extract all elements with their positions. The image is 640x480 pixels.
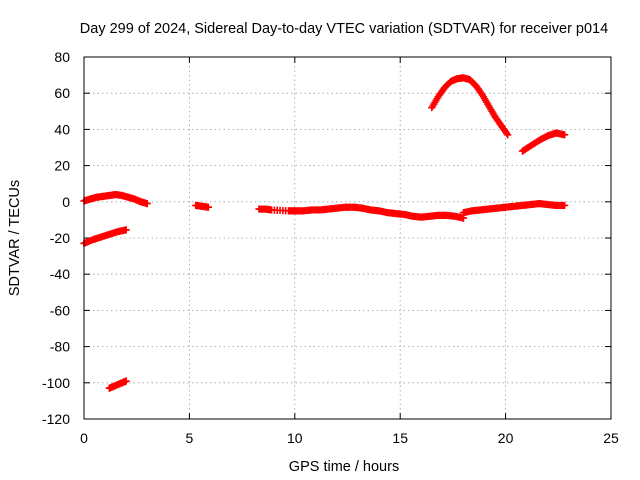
axis-ticks [83, 56, 612, 420]
x-tick-label: 5 [186, 430, 194, 446]
y-axis-title: SDTVAR / TECUs [7, 180, 23, 296]
data-point [503, 129, 511, 137]
plot-frame [83, 56, 612, 420]
series-seg-f [459, 200, 569, 217]
y-tick-label: 0 [62, 194, 70, 210]
series-seg-c [105, 377, 130, 392]
series-seg-d [192, 201, 212, 211]
chart-title: Day 299 of 2024, Sidereal Day-to-day VTE… [80, 21, 608, 37]
data-point [561, 131, 569, 139]
y-tick-label: -40 [50, 266, 70, 282]
x-axis-title: GPS time / hours [289, 459, 399, 475]
y-tick-label: -60 [50, 302, 70, 318]
data-point [143, 200, 151, 208]
y-tick-label: 80 [54, 49, 70, 65]
x-tick-label: 25 [603, 430, 619, 446]
y-tick-label: 20 [54, 158, 70, 174]
y-tick-label: -20 [50, 230, 70, 246]
series-seg-a [80, 190, 151, 208]
series-seg-b [80, 226, 130, 248]
x-tick-label: 15 [392, 430, 408, 446]
x-tick-label: 10 [287, 430, 303, 446]
y-tick-label: -80 [50, 339, 70, 355]
data-point [204, 203, 212, 211]
series-seg-g [428, 74, 512, 139]
y-tick-label: 60 [54, 85, 70, 101]
data-point [122, 377, 130, 385]
series-seg-h [518, 129, 569, 155]
y-tick-label: 40 [54, 121, 70, 137]
x-tick-label: 20 [498, 430, 514, 446]
y-tick-label: -100 [42, 375, 70, 391]
data-point [122, 226, 130, 234]
data-point [561, 201, 569, 210]
tick-labels: 0 5 10 15 20 25 80 60 40 20 0 -20 -40 -60 -80 -100 -120 [42, 49, 619, 446]
data-points [80, 74, 569, 392]
series-seg-e [255, 203, 468, 222]
y-tick-label: -120 [42, 411, 70, 427]
grid-lines [84, 57, 611, 419]
x-tick-label: 0 [80, 430, 88, 446]
data-point [504, 131, 512, 139]
